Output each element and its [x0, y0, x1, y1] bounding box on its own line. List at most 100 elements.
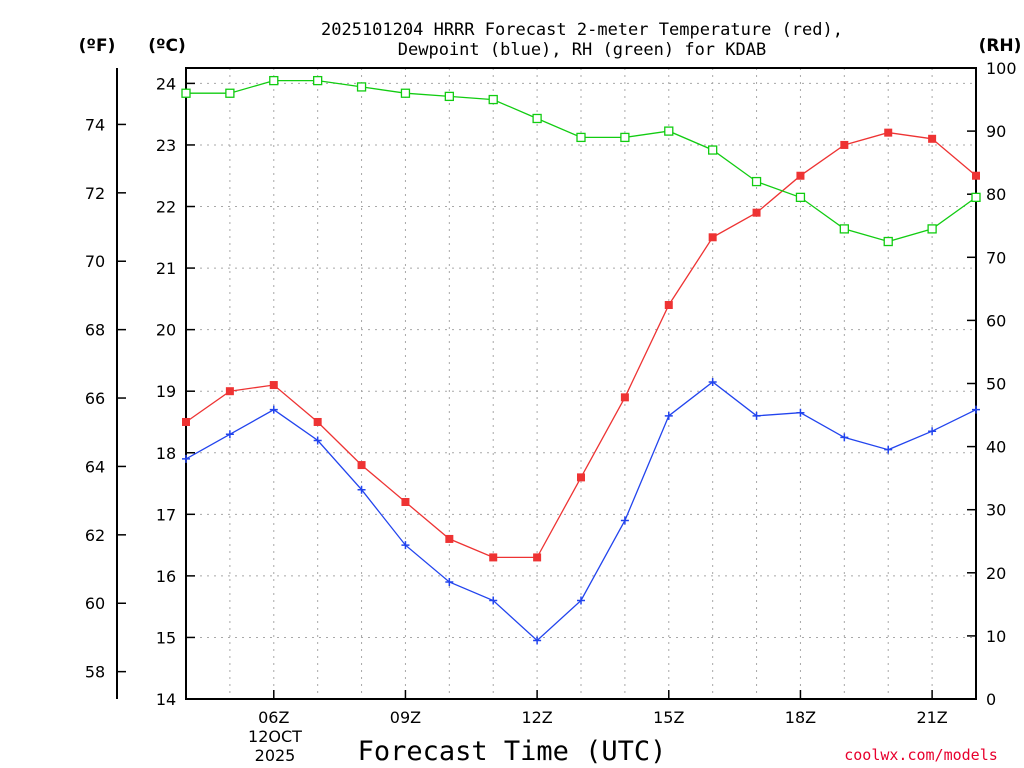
temperature-point: [884, 128, 893, 137]
dewpoint-point: [357, 485, 366, 494]
temperature-point: [620, 393, 629, 402]
dewpoint-point: [708, 377, 717, 386]
rh-tick-label: 20: [986, 564, 1006, 583]
dewpoint-point: [796, 408, 805, 417]
x-tick-label: 09Z: [390, 708, 421, 727]
series-markers: [181, 75, 981, 645]
celsius-tick-label: 19: [156, 382, 176, 401]
fahrenheit-tick-label: 68: [85, 321, 105, 340]
dewpoint-point: [225, 430, 234, 439]
rh-point: [839, 224, 849, 234]
rh-point: [971, 192, 981, 203]
fahrenheit-tick-label: 72: [85, 184, 105, 203]
temperature-line: [185, 131, 977, 559]
temperature-point: [357, 461, 366, 470]
date-label-year: 2025: [255, 746, 296, 765]
dewpoint-point: [664, 411, 673, 420]
fahrenheit-tick-label: 62: [85, 526, 105, 545]
dewpoint-point: [313, 436, 322, 445]
rh-tick-label: 50: [986, 375, 1006, 394]
temperature-point: [269, 381, 278, 390]
celsius-tick-label: 16: [156, 567, 176, 586]
celsius-tick-label: 18: [156, 444, 176, 463]
grid-lines: [186, 68, 976, 699]
temperature-point: [664, 301, 673, 310]
rh-tick-label: 40: [986, 438, 1006, 457]
x-tick-label: 18Z: [785, 708, 816, 727]
celsius-unit-label: (ºC): [148, 36, 186, 56]
temperature-point: [533, 553, 542, 562]
chart-title-line-1: 2025101204 HRRR Forecast 2-meter Tempera…: [321, 20, 843, 40]
rh-point: [795, 192, 806, 203]
rh-point: [400, 88, 411, 98]
series-lines: [185, 79, 977, 642]
temperature-point: [752, 208, 761, 217]
rh-point: [488, 94, 498, 105]
fahrenheit-tick-label: 64: [85, 457, 105, 476]
dewpoint-point: [884, 445, 893, 454]
rh-point: [927, 224, 937, 234]
celsius-tick-label: 17: [156, 505, 176, 524]
rh-tick-label: 80: [986, 185, 1006, 204]
rh-tick-label: 30: [986, 501, 1006, 520]
rh-point: [708, 145, 718, 155]
fahrenheit-tick-label: 66: [85, 389, 105, 408]
celsius-tick-label: 15: [156, 628, 176, 647]
date-label-day: 12OCT: [248, 727, 302, 746]
fahrenheit-tick-label: 60: [85, 594, 105, 613]
x-tick-label: 15Z: [653, 708, 684, 727]
dewpoint-point: [840, 433, 849, 442]
rh-tick-label: 90: [986, 122, 1006, 141]
rh-point: [751, 176, 762, 187]
chart-title-line-2: Dewpoint (blue), RH (green) for KDAB: [398, 40, 766, 60]
dewpoint-point: [928, 427, 937, 436]
temperature-point: [401, 498, 410, 507]
celsius-tick-label: 21: [156, 259, 176, 278]
dewpoint-point: [269, 405, 278, 414]
rh-point: [664, 126, 674, 136]
celsius-tick-label: 14: [156, 690, 176, 709]
celsius-tick-label: 20: [156, 321, 176, 340]
temperature-point: [313, 417, 322, 426]
dewpoint-point: [489, 596, 498, 605]
rh-point: [444, 91, 454, 102]
dewpoint-point: [620, 516, 629, 525]
dewpoint-point: [182, 454, 190, 463]
rh-tick-label: 10: [986, 627, 1006, 646]
dewpoint-point: [401, 541, 410, 550]
tick-labels: 14 15 16 17 18 19 20 21 22 23 24 58 60 62 64 66 68 70 72 74…: [85, 59, 1017, 727]
fahrenheit-tick-label: 74: [85, 115, 105, 134]
rh-point: [883, 236, 893, 247]
rh-tick-label: 70: [986, 248, 1006, 267]
temperature-point: [708, 233, 717, 242]
temperature-point: [972, 171, 980, 180]
temperature-point: [489, 553, 498, 562]
x-tick-label: 12Z: [521, 708, 552, 727]
fahrenheit-tick-label: 70: [85, 252, 105, 271]
temperature-point: [445, 534, 454, 543]
fahrenheit-tick-label: 58: [85, 663, 105, 682]
axes: [116, 67, 977, 700]
rh-unit-label: (RH): [979, 36, 1022, 56]
rh-point: [356, 82, 367, 92]
credit-text: coolwx.com/models: [844, 746, 998, 764]
dewpoint-point: [577, 596, 585, 605]
celsius-tick-label: 24: [156, 74, 176, 93]
temperature-point: [928, 134, 937, 143]
dewpoint-point: [752, 411, 761, 420]
dewpoint-point: [972, 405, 980, 414]
temperature-point: [840, 140, 849, 149]
rh-point: [225, 88, 235, 98]
rh-point: [313, 75, 323, 86]
celsius-tick-label: 22: [156, 198, 176, 217]
temperature-point: [182, 417, 190, 426]
rh-point: [181, 88, 191, 98]
dewpoint-point: [533, 636, 542, 645]
x-axis-label: Forecast Time (UTC): [358, 736, 667, 767]
rh-point: [620, 132, 630, 143]
rh-tick-label: 100: [986, 59, 1017, 78]
rh-point: [269, 75, 279, 86]
rh-point: [576, 132, 586, 143]
celsius-tick-label: 23: [156, 136, 176, 155]
